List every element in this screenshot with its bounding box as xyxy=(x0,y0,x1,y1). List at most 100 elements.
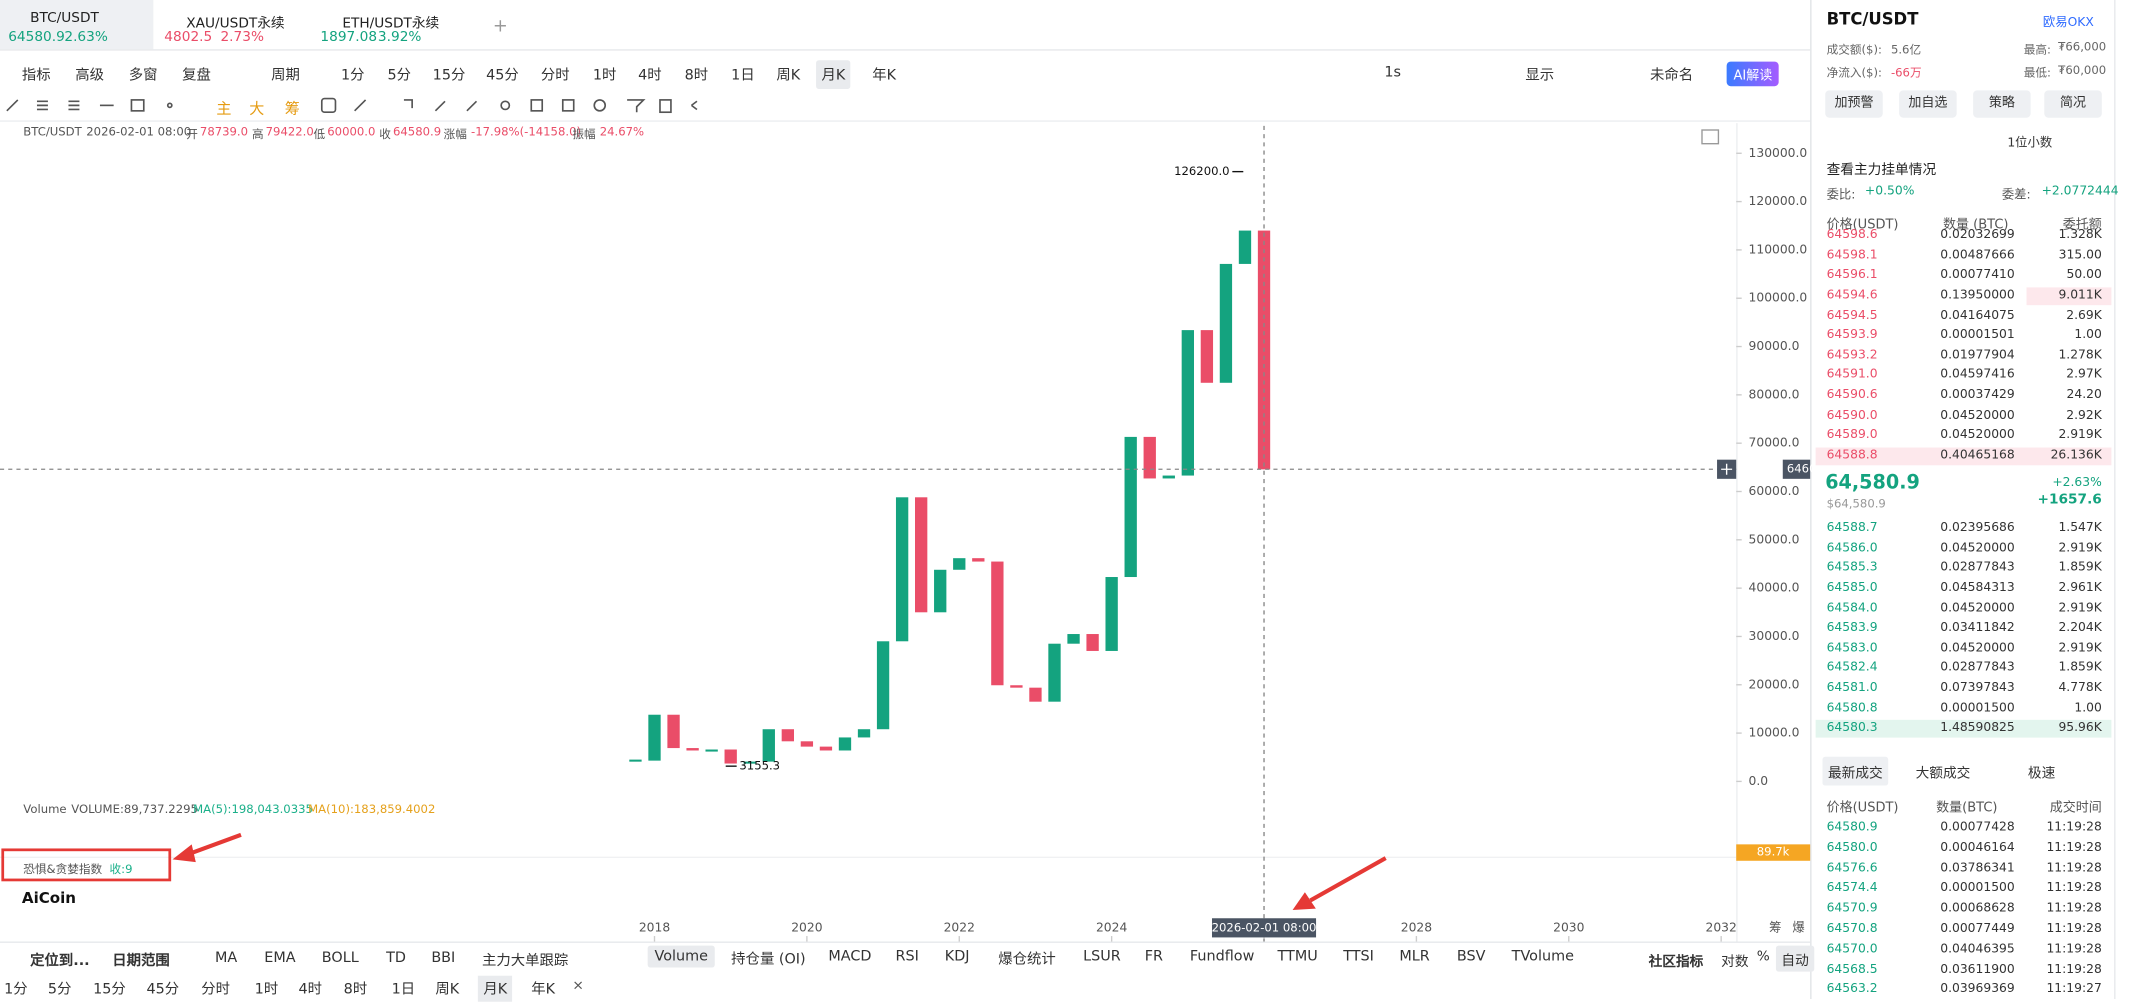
indicator-button[interactable]: 爆仓统计 xyxy=(998,951,1056,968)
interval-button[interactable]: 8时 xyxy=(343,981,368,998)
close-button[interactable]: × xyxy=(572,978,584,994)
interval-button[interactable]: 1分 xyxy=(340,67,365,84)
toolbar-button[interactable]: 复盘 xyxy=(182,67,211,84)
interval-button[interactable]: 45分 xyxy=(486,67,519,84)
add-tab[interactable]: + xyxy=(492,16,508,37)
interval-button[interactable]: 月K xyxy=(477,975,513,1002)
bottom-button[interactable]: BOLL xyxy=(321,949,359,967)
toolbar-button[interactable]: 周期 xyxy=(271,67,300,84)
bottom-button[interactable]: 定位到... xyxy=(30,952,90,969)
bottom-button[interactable]: 社区指标 xyxy=(1648,955,1704,971)
interval-button[interactable]: 周K xyxy=(435,981,460,998)
indicator-close: 收:9 xyxy=(109,863,133,878)
ob-button[interactable]: 加预警 xyxy=(1825,90,1883,118)
indicator-button[interactable]: TTMU xyxy=(1277,948,1318,965)
ob-amount: 95.96K xyxy=(2058,721,2102,736)
ob-precision[interactable]: 1位小数 xyxy=(2007,136,2053,151)
ob-amount: 2.919K xyxy=(2058,428,2102,443)
interval-button[interactable]: 5分 xyxy=(387,67,412,84)
drawing-tool-icons xyxy=(6,97,698,114)
indicator-button[interactable]: KDJ xyxy=(944,948,970,965)
fullscreen-icon[interactable] xyxy=(1701,129,1720,145)
bottom-button[interactable]: 主力大单跟踪 xyxy=(481,952,569,969)
interval-button[interactable]: 年K xyxy=(872,67,897,84)
interval-button[interactable]: 8时 xyxy=(684,67,709,84)
tab-symbol[interactable]: XAU/USDT永续 xyxy=(186,16,285,32)
trade-time: 11:19:28 xyxy=(2046,841,2102,856)
active-tab-bg xyxy=(0,0,154,50)
ob-trade-tab[interactable]: 极速 xyxy=(2027,766,2056,782)
interval-button[interactable]: 45分 xyxy=(146,981,180,998)
toolbar-button[interactable]: 未命名 xyxy=(1649,67,1694,84)
drawing-tool[interactable]: 主 xyxy=(216,99,232,118)
indicator-button[interactable]: MLR xyxy=(1399,948,1430,965)
indicator-button[interactable]: TVolume xyxy=(1511,948,1574,965)
ob-button[interactable]: 策略 xyxy=(1973,90,2031,118)
candle xyxy=(781,729,794,742)
interval-button[interactable]: 年K xyxy=(531,981,556,998)
indicator-button[interactable]: MACD xyxy=(828,948,872,965)
interval-button[interactable]: 1日 xyxy=(391,981,416,998)
indicator-button[interactable]: RSI xyxy=(895,948,919,965)
ob-amount: 1.328K xyxy=(2058,228,2102,243)
ob-exchange[interactable]: 欧易OKX xyxy=(2042,16,2094,31)
ob-button[interactable]: 简况 xyxy=(2044,90,2102,118)
interval-button[interactable]: 1日 xyxy=(731,67,755,84)
ob-trade-tab[interactable]: 最新成交 xyxy=(1822,756,1889,786)
ob-qty: 0.07397843 xyxy=(1940,681,2015,696)
ob-qty: 0.02395686 xyxy=(1940,521,2015,536)
interval-button[interactable]: 5分 xyxy=(47,981,72,998)
indicator-button[interactable]: 持仓量 (OI) xyxy=(731,951,806,968)
toolbar-button[interactable]: 1s xyxy=(1384,64,1401,81)
interval-button[interactable]: 分时 xyxy=(201,981,231,998)
bottom-button[interactable]: 日期范围 xyxy=(112,952,170,969)
toolbar-button[interactable]: 多窗 xyxy=(128,67,158,84)
ob-trade-tab[interactable]: 大额成交 xyxy=(1915,766,1971,782)
ob-price: 64590.6 xyxy=(1826,388,1878,403)
tab-symbol[interactable]: BTC/USDT xyxy=(30,10,99,27)
interval-button[interactable]: 4时 xyxy=(638,67,662,84)
bottom-button[interactable]: 自动 xyxy=(1775,945,1815,972)
indicator-button[interactable]: Volume xyxy=(647,945,715,968)
bottom-button[interactable]: 对数 xyxy=(1721,955,1749,971)
indicator-button[interactable]: FR xyxy=(1144,948,1163,965)
interval-button[interactable]: 15分 xyxy=(93,981,126,998)
bottom-button[interactable]: % xyxy=(1756,949,1770,965)
candle xyxy=(1200,330,1214,383)
trade-time: 11:19:28 xyxy=(2046,942,2102,957)
interval-button[interactable]: 月K xyxy=(816,60,851,89)
bottom-button[interactable]: TD xyxy=(386,949,406,967)
ob-qty: 0.04520000 xyxy=(1940,601,2015,616)
toolbar-button[interactable]: AI解读 xyxy=(1726,61,1780,87)
candle xyxy=(1124,436,1137,578)
interval-button[interactable]: 1时 xyxy=(254,981,279,998)
ob-main-orders[interactable]: 查看主力挂单情况 xyxy=(1826,162,1937,178)
interval-button[interactable]: 周K xyxy=(776,67,801,84)
drawing-tool[interactable]: 筹 xyxy=(284,99,300,118)
interval-button[interactable]: 4时 xyxy=(298,981,323,998)
bottom-button[interactable]: EMA xyxy=(264,949,296,967)
indicator-button[interactable]: BSV xyxy=(1456,948,1486,965)
drawing-tool[interactable]: 大 xyxy=(249,99,265,118)
interval-button[interactable]: 分时 xyxy=(540,67,570,84)
info-date: 2026-02-01 08:00 xyxy=(86,125,192,140)
toolbar-button[interactable]: 指标 xyxy=(21,67,51,84)
toolbar-button[interactable]: 显示 xyxy=(1525,67,1555,84)
interval-button[interactable]: 1时 xyxy=(592,67,617,84)
crosshair-date-box xyxy=(1211,918,1317,938)
axis-corner-label: 爆 xyxy=(1792,920,1805,934)
trade-time: 11:19:28 xyxy=(2046,922,2102,937)
indicator-button[interactable]: Fundflow xyxy=(1189,948,1255,965)
interval-button[interactable]: 1分 xyxy=(4,981,28,998)
bottom-button[interactable]: MA xyxy=(214,949,238,967)
ob-price: 64585.3 xyxy=(1826,561,1878,576)
candle xyxy=(762,729,775,762)
toolbar-button[interactable]: 高级 xyxy=(75,67,105,84)
ob-button[interactable]: 加自选 xyxy=(1899,90,1957,118)
interval-button[interactable]: 15分 xyxy=(432,67,466,84)
indicator-button[interactable]: TTSI xyxy=(1343,948,1374,965)
indicator-button[interactable]: LSUR xyxy=(1083,948,1121,965)
tab-symbol[interactable]: ETH/USDT永续 xyxy=(342,16,440,32)
bottom-button[interactable]: BBI xyxy=(431,949,456,967)
